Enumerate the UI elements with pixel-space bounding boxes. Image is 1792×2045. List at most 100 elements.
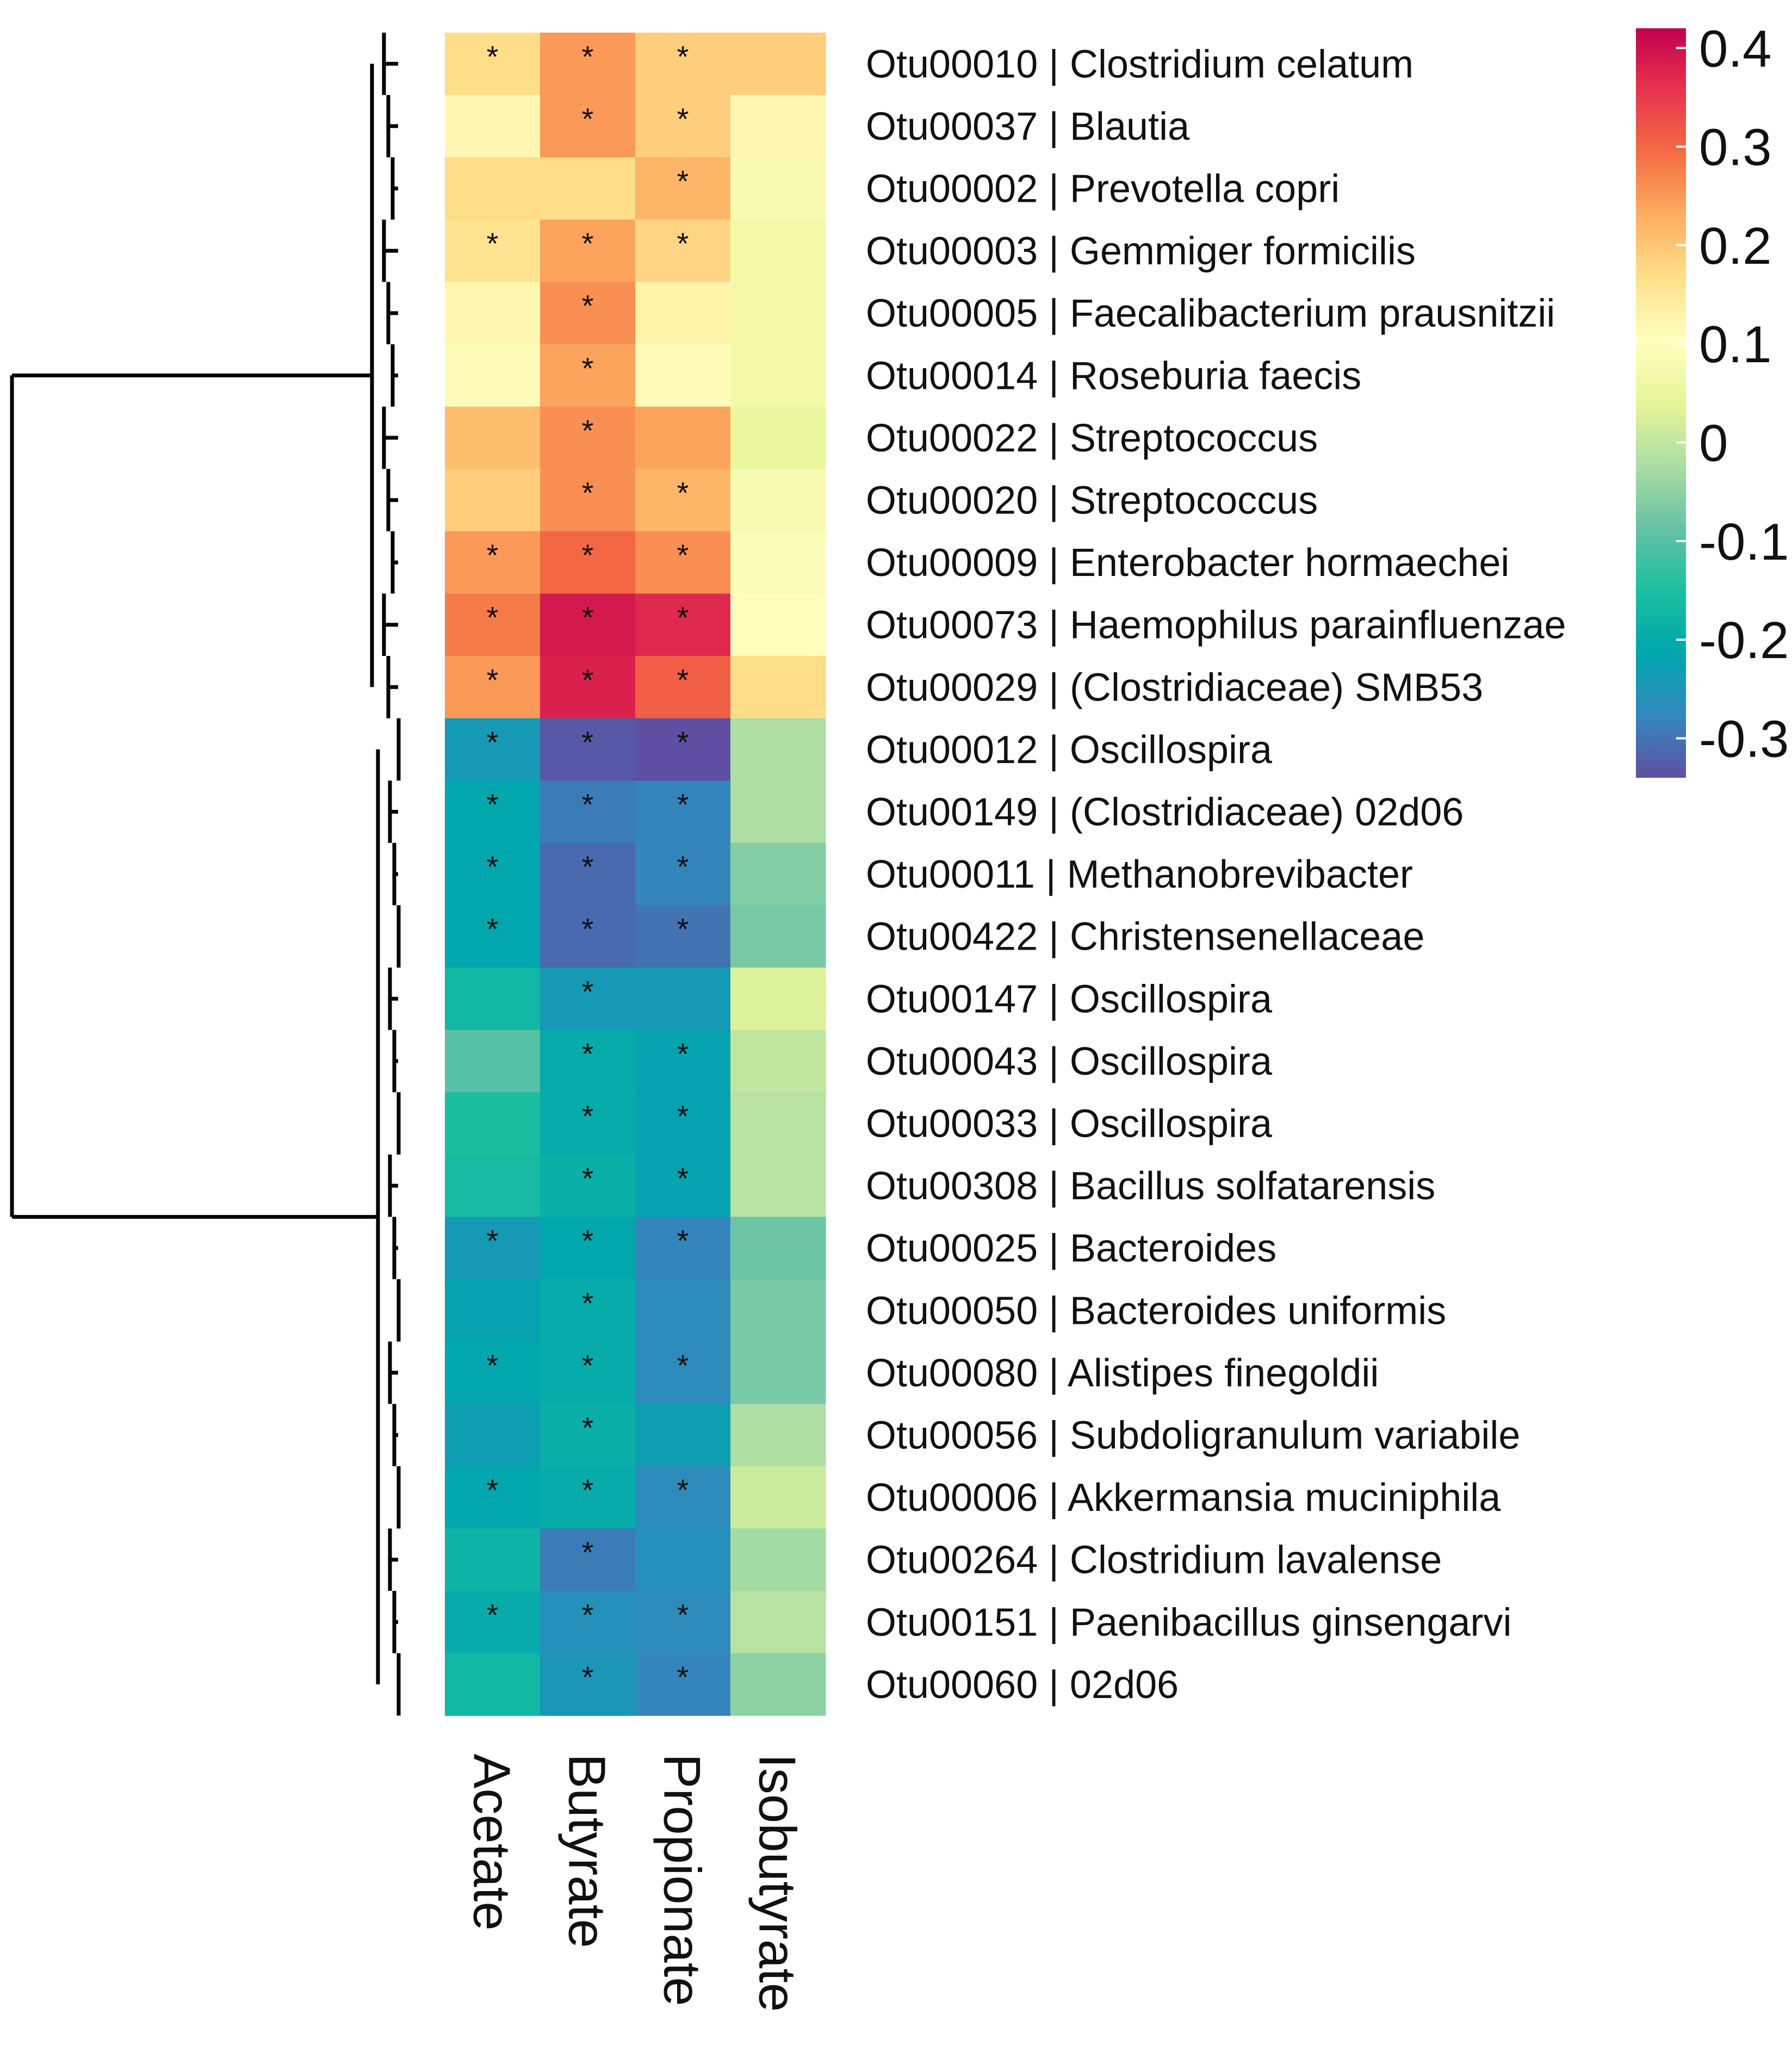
heatmap-cell (445, 1404, 541, 1467)
heatmap-cell (540, 1466, 636, 1529)
column-label: Propionate (653, 1753, 711, 2006)
row-labels: Otu00010 | Clostridium celatum Otu00037 |… (866, 42, 1566, 1707)
significance-star: * (677, 226, 689, 261)
significance-star: * (582, 788, 594, 822)
heatmap-cell (540, 1030, 636, 1093)
heatmap-cell (730, 905, 826, 968)
heatmap-cell (540, 1092, 636, 1155)
heatmap-cell (635, 219, 731, 282)
row-label: Otu00422 | Christensenellaceae (866, 915, 1424, 959)
heatmap-cell (540, 718, 636, 781)
column-label: Butyrate (558, 1753, 616, 1948)
row-label: Otu00151 | Paenibacillus ginsengarvi (866, 1601, 1511, 1644)
colorbar-gradient (1636, 28, 1686, 778)
significance-star: * (582, 1286, 594, 1320)
colorbar-tick-label: -0.1 (1699, 513, 1789, 571)
significance-star: * (582, 1660, 594, 1694)
row-label: Otu00080 | Alistipes finegoldii (866, 1352, 1379, 1395)
heatmap-cell (540, 95, 636, 158)
significance-star: * (677, 1348, 689, 1383)
heatmap-cell (540, 1154, 636, 1217)
heatmap-cell (540, 968, 636, 1031)
heatmap-cell (730, 531, 826, 594)
heatmap-cell (445, 1591, 541, 1654)
row-label: Otu00264 | Clostridium lavalense (866, 1539, 1442, 1582)
significance-star: * (487, 226, 499, 261)
significance-star: * (582, 662, 594, 697)
row-label: Otu00006 | Akkermansia muciniphila (866, 1476, 1501, 1520)
heatmap-cell (540, 1341, 636, 1404)
significance-star: * (677, 102, 689, 136)
significance-star: * (582, 226, 594, 261)
heatmap-cell (445, 905, 541, 968)
significance-star: * (582, 1411, 594, 1445)
heatmap-cell (445, 968, 541, 1031)
row-label: Otu00002 | Prevotella copri (866, 168, 1340, 211)
colorbar-tick-label: 0.4 (1699, 20, 1771, 78)
row-label: Otu00056 | Subdoligranulum variabile (866, 1414, 1520, 1458)
heatmap-cell (445, 780, 541, 844)
heatmap-cell (730, 344, 826, 407)
heatmap-cell (445, 1092, 541, 1155)
heatmap-cell (635, 1217, 731, 1280)
heatmap-cell (445, 1154, 541, 1217)
heatmap-cell (730, 780, 826, 844)
significance-star: * (582, 476, 594, 510)
row-label: Otu00003 | Gemmiger formicilis (866, 230, 1416, 273)
heatmap-cell (730, 1279, 826, 1342)
colorbar-tick-label: 0 (1699, 414, 1728, 473)
heatmap-cell (540, 593, 636, 656)
significance-star: * (582, 289, 594, 323)
significance-star: * (487, 1224, 499, 1258)
heatmap-cell (445, 842, 541, 906)
heatmap-cell (635, 718, 731, 781)
heatmap-cell (540, 282, 636, 345)
heatmap-cell (445, 1528, 541, 1591)
heatmap-cell (445, 593, 541, 656)
heatmap-cell (730, 157, 826, 220)
heatmap-cell (540, 780, 636, 844)
heatmap-cell (730, 1404, 826, 1467)
heatmap-cell (635, 780, 731, 844)
heatmap-cell (445, 1217, 541, 1280)
heatmap-cell (540, 1217, 636, 1280)
heatmap-cell (730, 1341, 826, 1404)
heatmap-cell (540, 1279, 636, 1342)
significance-star: * (582, 1037, 594, 1071)
significance-star: * (677, 1161, 689, 1195)
significance-star: * (582, 1099, 594, 1133)
significance-star: * (582, 413, 594, 448)
significance-star: * (677, 788, 689, 822)
heatmap-cell (730, 1217, 826, 1280)
heatmap-cell (730, 656, 826, 719)
heatmap-cell (540, 1404, 636, 1467)
heatmap-cell (445, 1466, 541, 1529)
heatmap-cell (445, 469, 541, 532)
heatmap-cell (730, 1528, 826, 1591)
heatmap-cells (445, 33, 826, 1716)
heatmap-cell (635, 842, 731, 906)
heatmap-cell (445, 1030, 541, 1093)
heatmap-cell (540, 406, 636, 469)
row-label: Otu00022 | Streptococcus (866, 417, 1318, 460)
heatmap-cell (635, 593, 731, 656)
significance-star: * (487, 600, 499, 635)
heatmap-cell (445, 344, 541, 407)
row-label: Otu00014 | Roseburia faecis (866, 354, 1361, 398)
heatmap-cell (730, 1653, 826, 1716)
significance-star: * (677, 476, 689, 510)
significance-star: * (677, 1660, 689, 1694)
significance-star: * (677, 662, 689, 697)
significance-star: * (677, 1099, 689, 1133)
significance-star: * (677, 538, 689, 572)
significance-star: * (582, 39, 594, 73)
heatmap-cell (540, 1591, 636, 1654)
row-label: Otu00073 | Haemophilus parainfluenzae (866, 604, 1566, 647)
heatmap-cell (730, 406, 826, 469)
significance-star: * (582, 351, 594, 385)
heatmap-cell (540, 531, 636, 594)
significance-star: * (582, 850, 594, 884)
heatmap-cell (635, 282, 731, 345)
column-label: Isobutyrate (748, 1753, 807, 2012)
colorbar-tick-label: 0.2 (1699, 217, 1771, 275)
